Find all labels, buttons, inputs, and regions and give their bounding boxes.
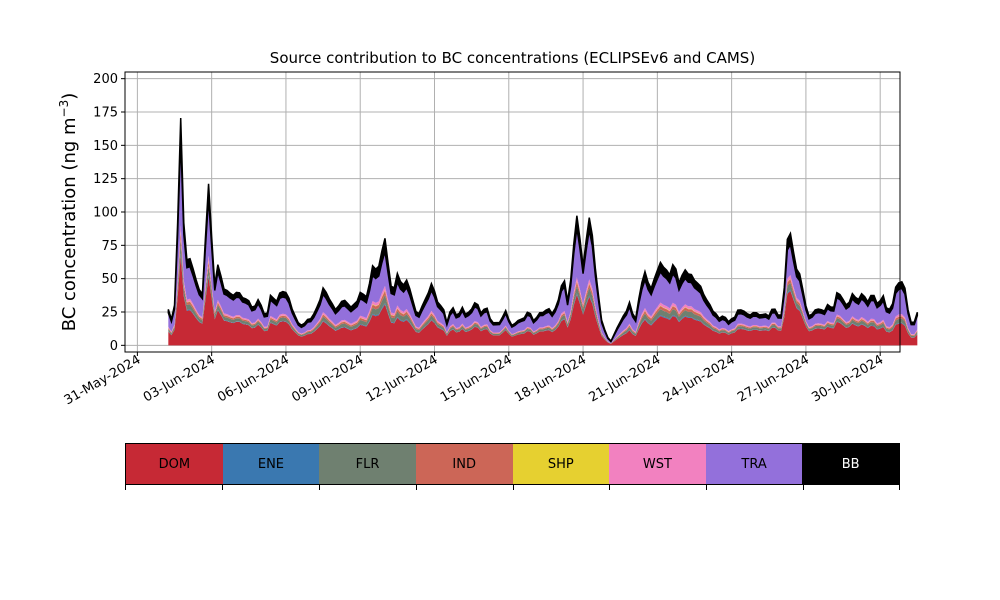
x-tick-label: 15-Jun-2024 bbox=[438, 352, 515, 405]
x-tick-label: 27-Jun-2024 bbox=[735, 352, 812, 405]
legend-tick-mark bbox=[318, 485, 320, 490]
chart-title: Source contribution to BC concentrations… bbox=[270, 49, 755, 67]
legend-colorbar: DOM ENE FLR IND SHP WST TRA BB bbox=[125, 443, 900, 485]
legend-item-ene: ENE bbox=[222, 444, 320, 484]
legend-item-bb: BB bbox=[802, 444, 899, 484]
x-tick-label: 31-May-2024 bbox=[62, 352, 144, 408]
legend-tick-mark bbox=[221, 485, 223, 490]
legend-tick-mark bbox=[899, 485, 900, 490]
x-tick-label: 12-Jun-2024 bbox=[364, 352, 441, 405]
y-tick-label: 125 bbox=[93, 172, 118, 187]
legend-tick-mark bbox=[803, 485, 805, 490]
legend-ticks bbox=[125, 485, 900, 491]
legend-item-ind: IND bbox=[415, 444, 513, 484]
legend-tick-mark bbox=[609, 485, 611, 490]
y-tick-label: 75 bbox=[101, 239, 118, 254]
x-tick-label: 06-Jun-2024 bbox=[215, 352, 292, 405]
x-tick-label: 24-Jun-2024 bbox=[661, 352, 738, 405]
stacked-area-layer bbox=[167, 117, 919, 346]
x-tick-label: 18-Jun-2024 bbox=[512, 352, 589, 405]
legend-item-wst: WST bbox=[609, 444, 706, 484]
legend-tick-mark bbox=[415, 485, 417, 490]
x-tick-label: 30-Jun-2024 bbox=[809, 352, 886, 405]
x-tick-label: 21-Jun-2024 bbox=[587, 352, 664, 405]
legend-item-tra: TRA bbox=[705, 444, 803, 484]
plot-frame bbox=[124, 71, 901, 353]
y-tick-label: 100 bbox=[93, 206, 118, 221]
area-series-bb bbox=[167, 117, 919, 343]
legend-item-flr: FLR bbox=[319, 444, 416, 484]
area-series-dom bbox=[168, 255, 918, 346]
y-tick-label: 25 bbox=[101, 306, 118, 321]
x-tick-label: 03-Jun-2024 bbox=[141, 352, 218, 405]
legend-tick-mark bbox=[512, 485, 514, 490]
y-tick-label: 0 bbox=[110, 339, 118, 354]
x-tick-label: 09-Jun-2024 bbox=[289, 352, 366, 405]
y-tick-label: 50 bbox=[101, 272, 118, 287]
legend-item-shp: SHP bbox=[512, 444, 610, 484]
legend-item-dom: DOM bbox=[126, 444, 223, 484]
legend-tick-mark bbox=[125, 485, 126, 490]
y-axis-label: BC concentration (ng m−3) bbox=[57, 93, 80, 332]
y-tick-label: 175 bbox=[93, 106, 118, 121]
legend-tick-mark bbox=[706, 485, 708, 490]
y-tick-label: 200 bbox=[93, 72, 118, 87]
y-tick-label: 150 bbox=[93, 139, 118, 154]
